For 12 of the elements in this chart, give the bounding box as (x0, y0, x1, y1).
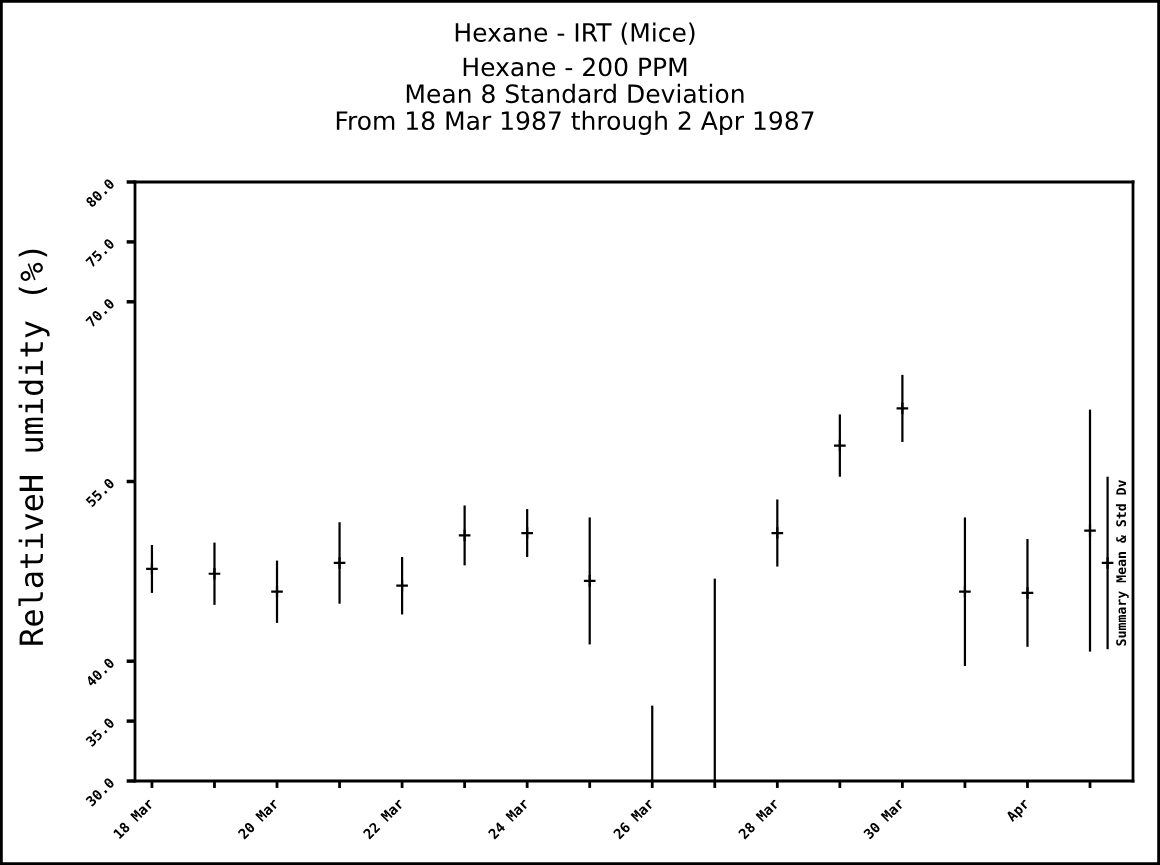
chart-title: Hexane - IRT (Mice) (455, 22, 695, 45)
x-tick-label: 28 Mar (737, 797, 780, 840)
x-tick-label: 22 Mar (362, 797, 405, 840)
x-tick-label: 30 Mar (862, 797, 905, 840)
x-tick-label: 26 Mar (612, 797, 655, 840)
x-tick-label: 24 Mar (487, 797, 530, 840)
chart-subtitle: Hexane - 200 PPM Mean 8 Standard Deviation From 18 Mar 1987 through 2 Apr 1987 (336, 57, 814, 135)
x-tick-label: Apr (1005, 797, 1032, 825)
x-tick-label: 20 Mar (237, 797, 280, 840)
x-tick-label: 18 Mar (112, 797, 155, 840)
y-axis-title: RelativeH umidity (%) (18, 249, 50, 645)
text: Summary Mean & Std Dv (1115, 480, 1129, 646)
